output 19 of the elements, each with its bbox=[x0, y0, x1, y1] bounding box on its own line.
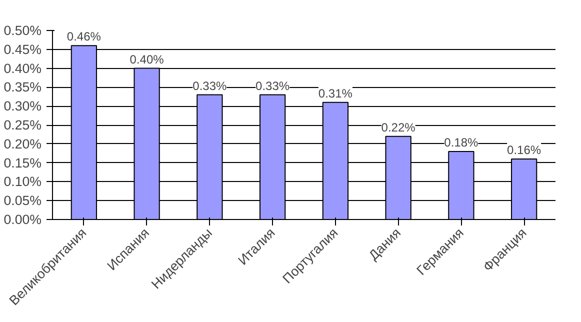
y-tick-label: 0.35% bbox=[4, 80, 42, 95]
y-tick-label: 0.30% bbox=[4, 98, 42, 114]
data-label: 0.16% bbox=[507, 143, 542, 158]
y-tick-label: 0.25% bbox=[4, 118, 42, 132]
data-label: 0.22% bbox=[381, 120, 416, 134]
y-tick-label: 0.00% bbox=[4, 212, 42, 227]
y-tick-label: 0.20% bbox=[4, 136, 42, 152]
y-tick-label: 0.15% bbox=[4, 155, 42, 170]
y-tick-label: 0.50% bbox=[4, 23, 42, 38]
y-tick-label: 0.10% bbox=[4, 174, 42, 190]
y-tick-label: 0.40% bbox=[4, 60, 42, 76]
data-label: 0.33% bbox=[192, 78, 228, 93]
y-tick-label: 0.45% bbox=[4, 42, 42, 57]
y-tick-label: 0.05% bbox=[4, 193, 42, 208]
data-label: 0.33% bbox=[256, 78, 290, 93]
data-label: 0.40% bbox=[130, 52, 164, 66]
data-label: 0.46% bbox=[66, 30, 102, 44]
data-label: 0.18% bbox=[444, 135, 479, 150]
data-label: 0.31% bbox=[318, 86, 353, 100]
